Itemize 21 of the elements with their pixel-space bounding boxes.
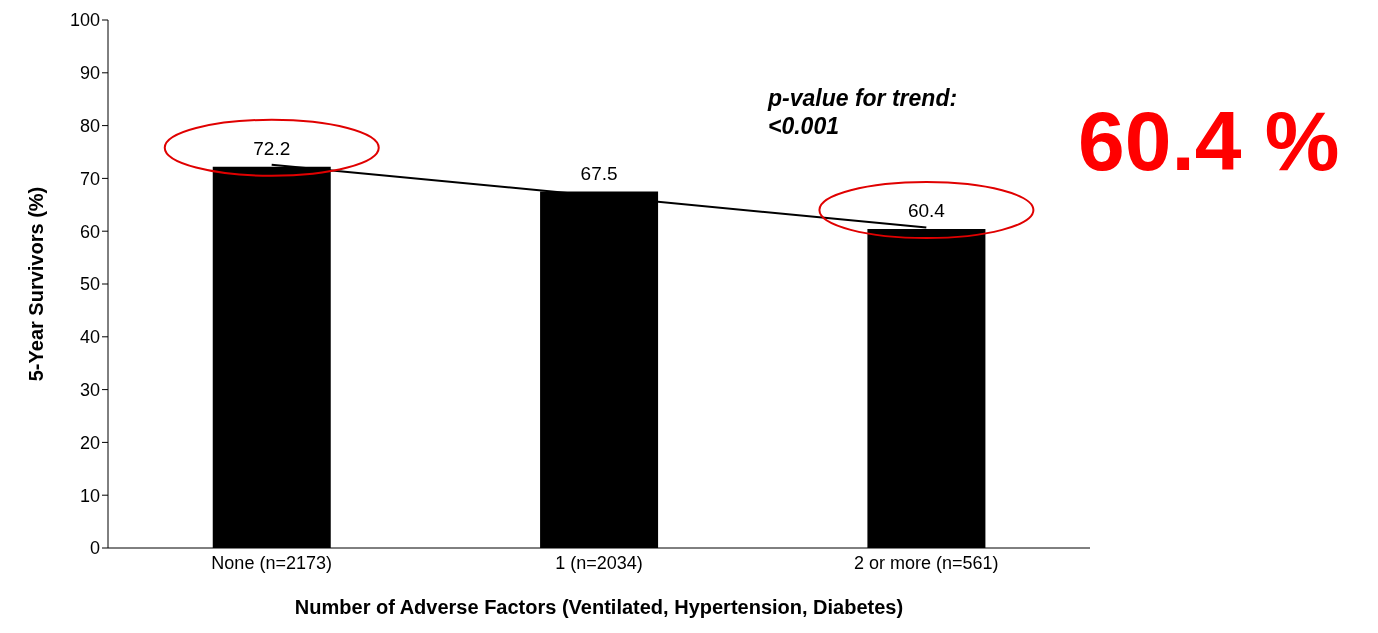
y-tick-label: 70 [79,168,100,189]
y-tick-label: 10 [79,485,100,506]
y-tick-label: 20 [79,432,100,453]
annotation: 60.4 % [1078,93,1340,190]
x-tick-label: 1 (n=2034) [555,552,643,573]
y-tick-label: 30 [79,379,100,400]
y-tick-label: 80 [79,115,100,136]
y-tick-label: 40 [79,327,100,348]
annotation: p-value for trend: <0.001 [768,84,959,140]
data-label: 72.2 [253,137,291,159]
y-tick-label: 60 [79,221,100,242]
data-label: 67.5 [580,162,618,184]
y-tick-label: 0 [89,538,100,559]
y-axis-title: 5-Year Survivors (%) [25,186,48,382]
x-tick-label: None (n=2173) [211,552,332,573]
x-tick-label: 2 or more (n=561) [854,552,999,573]
y-tick-label: 50 [79,274,100,295]
data-label: 60.4 [907,200,946,222]
x-axis-title: Number of Adverse Factors (Ventilated, Hypertension, Diabetes) [294,596,904,618]
y-tick-label: 100 [69,10,100,31]
y-tick-label: 90 [79,63,100,84]
